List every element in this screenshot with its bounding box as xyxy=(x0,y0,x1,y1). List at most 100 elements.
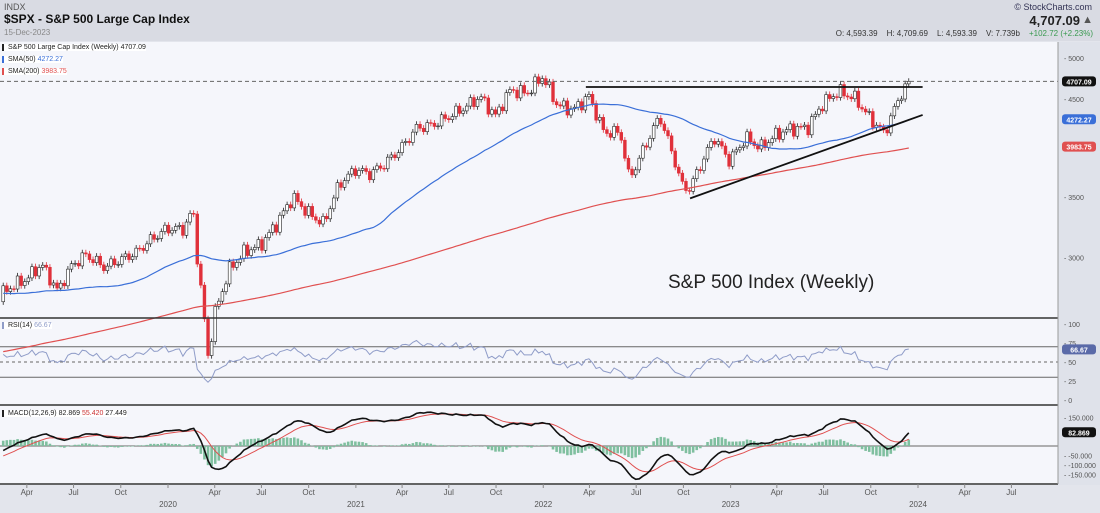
macd-badge-text: 82.869 xyxy=(1068,430,1090,437)
macd-histogram-bar xyxy=(242,439,246,446)
candle xyxy=(159,231,164,239)
sma200-label: SMA(200) xyxy=(8,68,40,75)
macd-histogram-bar xyxy=(515,446,519,448)
candle xyxy=(55,282,59,289)
candle xyxy=(299,201,304,207)
candle xyxy=(644,145,649,148)
macd-histogram-bar xyxy=(195,446,199,449)
candle xyxy=(457,105,462,114)
candle xyxy=(486,97,491,115)
candle xyxy=(48,266,52,286)
macd-histogram-bar xyxy=(630,446,634,459)
candle xyxy=(145,243,149,251)
macd-histogram-bar xyxy=(30,439,34,446)
macd-histogram-bar xyxy=(120,446,124,447)
macd-histogram-bar xyxy=(45,441,48,446)
macd-histogram-bar xyxy=(878,446,882,457)
high-value: H: 4,709.69 xyxy=(886,29,928,38)
macd-histogram-bar xyxy=(842,440,846,446)
candle xyxy=(702,158,706,171)
x-tick-label: Jul xyxy=(256,488,266,497)
macd-histogram-bar xyxy=(59,446,63,448)
macd-histogram-bar xyxy=(289,438,292,446)
candle xyxy=(673,150,677,168)
macd-histogram-bar xyxy=(551,446,555,450)
x-tick-label: Jul xyxy=(1006,488,1016,497)
macd-histogram-bar xyxy=(691,446,695,453)
candle xyxy=(8,288,13,292)
macd-histogram-bar xyxy=(580,446,584,453)
candle xyxy=(558,104,562,107)
candle xyxy=(184,221,189,236)
candle xyxy=(342,180,347,188)
candle xyxy=(587,94,591,97)
candle xyxy=(698,169,703,171)
candle xyxy=(335,182,340,199)
macd-histogram-bar xyxy=(461,446,465,447)
candle xyxy=(529,92,534,95)
candle xyxy=(615,126,620,133)
candle xyxy=(554,101,559,106)
macd-histogram-bar xyxy=(846,442,849,446)
macd-histogram-bar xyxy=(127,446,131,447)
macd-histogram-bar xyxy=(170,443,174,446)
stockcharts-logo[interactable]: © StockCharts.com xyxy=(1014,2,1092,12)
macd-histogram-bar xyxy=(555,446,558,452)
x-tick-label: 2020 xyxy=(159,500,177,509)
macd-histogram-bar xyxy=(684,446,688,454)
macd-histogram-bar xyxy=(425,443,429,446)
change-value: +102.72 (+2.23%) xyxy=(1028,29,1093,38)
candle xyxy=(138,247,142,250)
candle xyxy=(181,224,185,236)
candle xyxy=(332,197,336,210)
rsi-tick-label: - 100 xyxy=(1064,322,1080,329)
macd-histogram-bar xyxy=(814,442,817,446)
candle xyxy=(777,127,782,140)
candle xyxy=(655,118,659,126)
candle xyxy=(511,89,516,91)
macd-histogram-bar xyxy=(9,439,12,446)
candle xyxy=(12,288,16,290)
candle xyxy=(447,118,451,120)
candle xyxy=(853,90,857,100)
macd-histogram-bar xyxy=(346,441,350,446)
candle xyxy=(436,125,440,128)
candle xyxy=(364,168,368,172)
macd-histogram-bar xyxy=(867,446,871,452)
candle xyxy=(242,244,246,259)
candle xyxy=(414,124,419,133)
candle xyxy=(651,125,656,139)
macd-histogram-bar xyxy=(584,446,587,451)
candle xyxy=(583,96,588,111)
macd-histogram-bar xyxy=(734,441,738,446)
macd-histogram-bar xyxy=(889,446,893,454)
macd-histogram-bar xyxy=(864,446,867,451)
macd-histogram-bar xyxy=(849,444,853,446)
macd-histogram-bar xyxy=(149,443,152,446)
macd-histogram-bar xyxy=(303,442,307,446)
macd-histogram-bar xyxy=(501,446,505,452)
candle xyxy=(66,268,70,287)
x-tick-label: Jul xyxy=(818,488,828,497)
candle xyxy=(835,96,839,98)
page-title: $SPX - S&P 500 Large Cap Index xyxy=(4,12,190,26)
macd-histogram-bar xyxy=(27,440,30,446)
macd-histogram-bar xyxy=(55,446,59,447)
rsi-tick-label: - 50 xyxy=(1064,360,1076,367)
macd-histogram-bar xyxy=(80,443,84,446)
macd-histogram-bar xyxy=(717,436,720,446)
macd-histogram-bar xyxy=(321,446,325,450)
macd-histogram-bar xyxy=(497,446,501,452)
candle xyxy=(156,238,160,240)
macd-histogram-bar xyxy=(817,441,821,446)
candle xyxy=(806,124,810,136)
macd-histogram-bar xyxy=(522,446,526,447)
macd-histogram-bar xyxy=(562,446,566,454)
candle xyxy=(227,261,232,285)
candle xyxy=(741,145,746,148)
macd-histogram-bar xyxy=(407,443,411,446)
candle xyxy=(792,123,796,137)
rsi-badge-text: 66.67 xyxy=(1070,347,1088,354)
macd-histogram-bar xyxy=(634,446,637,458)
